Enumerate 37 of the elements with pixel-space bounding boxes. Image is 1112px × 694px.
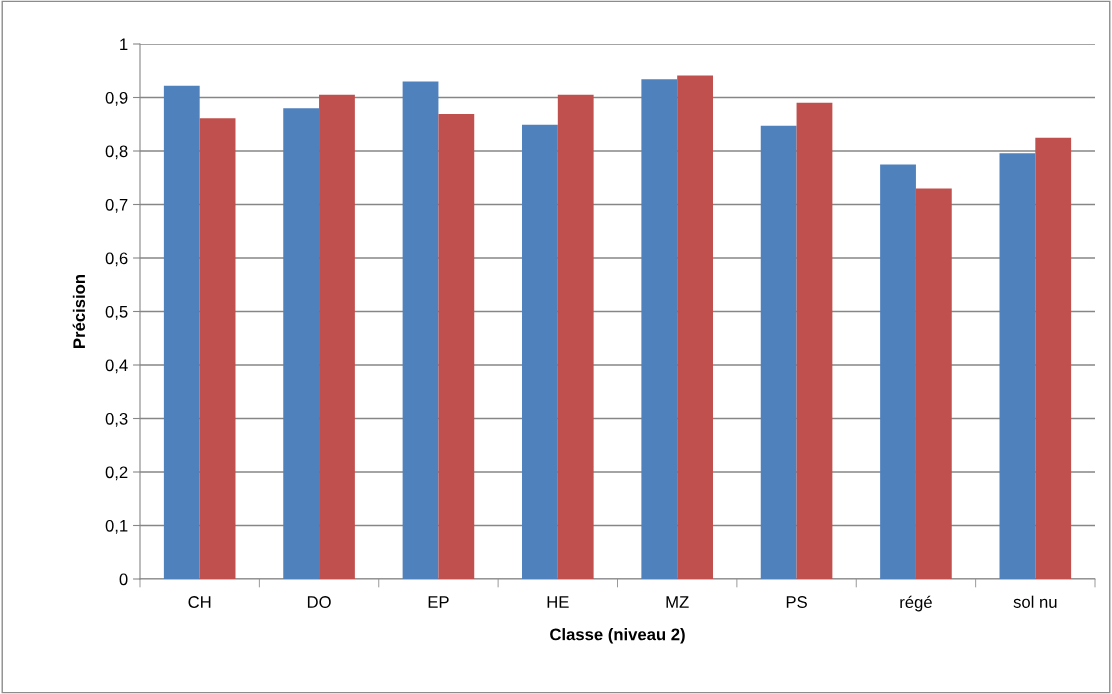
x-axis-title: Classe (niveau 2) [550,628,685,644]
bar [438,114,475,579]
y-tick-label: 0,8 [105,145,128,160]
bar [1035,137,1072,579]
bar [999,153,1036,579]
y-tick-label: 1 [120,38,128,51]
x-tick-label: MZ [666,596,689,608]
y-tick-label: 0,9 [105,91,128,106]
x-tick-label: sol nu [1013,595,1057,608]
bar [796,102,833,579]
bar [880,164,916,579]
y-tick-label: 0,6 [105,252,128,267]
y-tick-label: 0,2 [105,466,128,481]
y-tick-label: 0 [119,573,128,586]
bar [199,118,236,579]
y-tick-label: 0,1 [105,519,128,534]
x-tick-label: CH [188,596,211,608]
bar [641,79,678,579]
y-tick-label: 0,5 [105,305,128,320]
x-tick-label: DO [307,596,331,608]
bar [283,108,320,579]
bar [319,94,355,579]
bar [760,125,797,579]
y-axis-title: Précision [72,275,86,348]
bar [522,124,558,579]
y-tick-label: 0,7 [105,198,128,213]
bar [677,75,713,579]
bar [915,188,952,579]
bar [163,85,200,579]
x-tick-label: PS [786,596,807,608]
x-tick-label: EP [428,596,449,608]
bar [402,81,439,579]
x-tick-label: régé [900,595,932,612]
x-tick-label: HE [547,596,569,608]
y-tick-label: 0,3 [105,412,128,427]
bar [557,94,594,579]
y-tick-label: 0,4 [105,359,128,374]
